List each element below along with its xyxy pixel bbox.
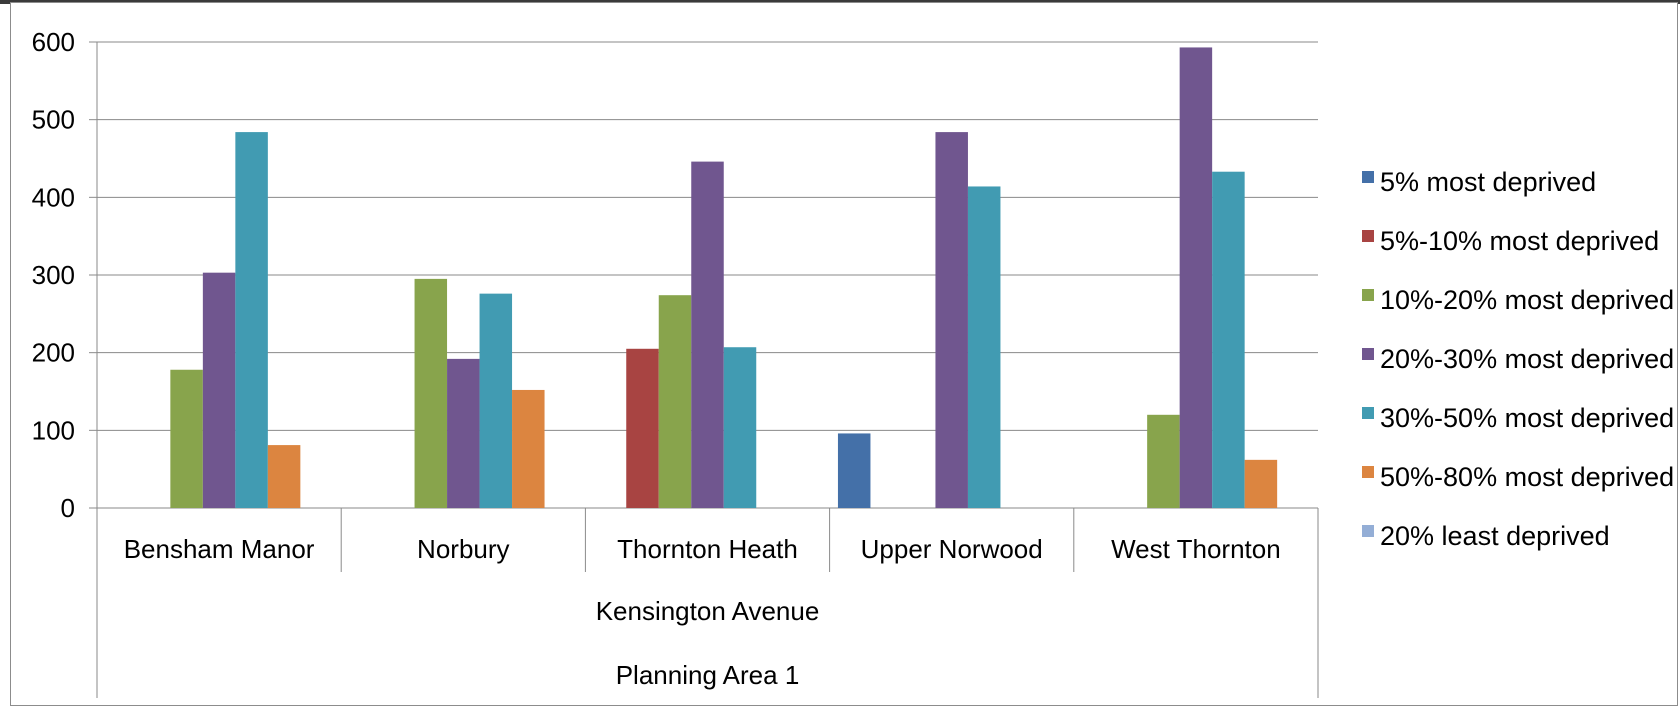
legend-label: 5% most deprived <box>1380 167 1596 197</box>
y-tick-label: 600 <box>32 27 75 57</box>
category-label: West Thornton <box>1111 534 1281 564</box>
bar <box>447 358 480 508</box>
y-tick-label: 0 <box>61 493 75 523</box>
legend-swatch <box>1362 348 1374 360</box>
legend-swatch <box>1362 289 1374 301</box>
category-label: Norbury <box>417 534 509 564</box>
bar <box>691 161 724 508</box>
legend-swatch <box>1362 230 1374 242</box>
legend: 5% most deprived 5%-10% most deprived 10%-… <box>1362 167 1674 551</box>
y-tick-label: 100 <box>32 415 75 445</box>
legend-label: 20% least deprived <box>1380 521 1610 551</box>
category-label: Bensham Manor <box>124 534 315 564</box>
bar <box>935 132 968 509</box>
bar <box>837 433 871 508</box>
x-axis: Bensham Manor Norbury Thornton Heath Upper … <box>96 508 1319 698</box>
group-label: Kensington Avenue <box>596 596 820 626</box>
legend-label: 20%-30% most deprived <box>1380 344 1674 374</box>
category-label: Thornton Heath <box>617 534 798 564</box>
legend-swatch <box>1362 525 1374 537</box>
bar <box>626 348 659 508</box>
y-tick-label: 200 <box>32 338 75 368</box>
bar <box>1147 414 1180 508</box>
bar <box>202 272 236 508</box>
bar <box>1244 459 1278 508</box>
legend-label: 5%-10% most deprived <box>1380 226 1659 256</box>
bar <box>723 347 757 508</box>
y-tick-label: 500 <box>32 105 75 135</box>
bar <box>479 293 513 508</box>
legend-swatch <box>1362 466 1374 478</box>
y-axis: 0 100 200 300 400 500 600 <box>32 27 98 698</box>
category-label: Upper Norwood <box>861 534 1043 564</box>
bar <box>512 389 545 508</box>
bar <box>414 278 448 508</box>
legend-label: 50%-80% most deprived <box>1380 462 1674 492</box>
bars <box>170 47 1278 509</box>
bar <box>235 132 268 509</box>
legend-label: 10%-20% most deprived <box>1380 285 1674 315</box>
bar <box>267 445 301 508</box>
bar <box>1212 171 1245 508</box>
bar <box>1179 47 1213 508</box>
legend-swatch <box>1362 171 1374 183</box>
legend-label: 30%-50% most deprived <box>1380 403 1674 433</box>
bar <box>170 369 203 508</box>
y-tick-label: 400 <box>32 182 75 212</box>
legend-swatch <box>1362 407 1374 419</box>
y-tick-label: 300 <box>32 260 75 290</box>
bar <box>967 186 1001 508</box>
bar <box>658 295 692 508</box>
group-label: Planning Area 1 <box>616 660 800 690</box>
